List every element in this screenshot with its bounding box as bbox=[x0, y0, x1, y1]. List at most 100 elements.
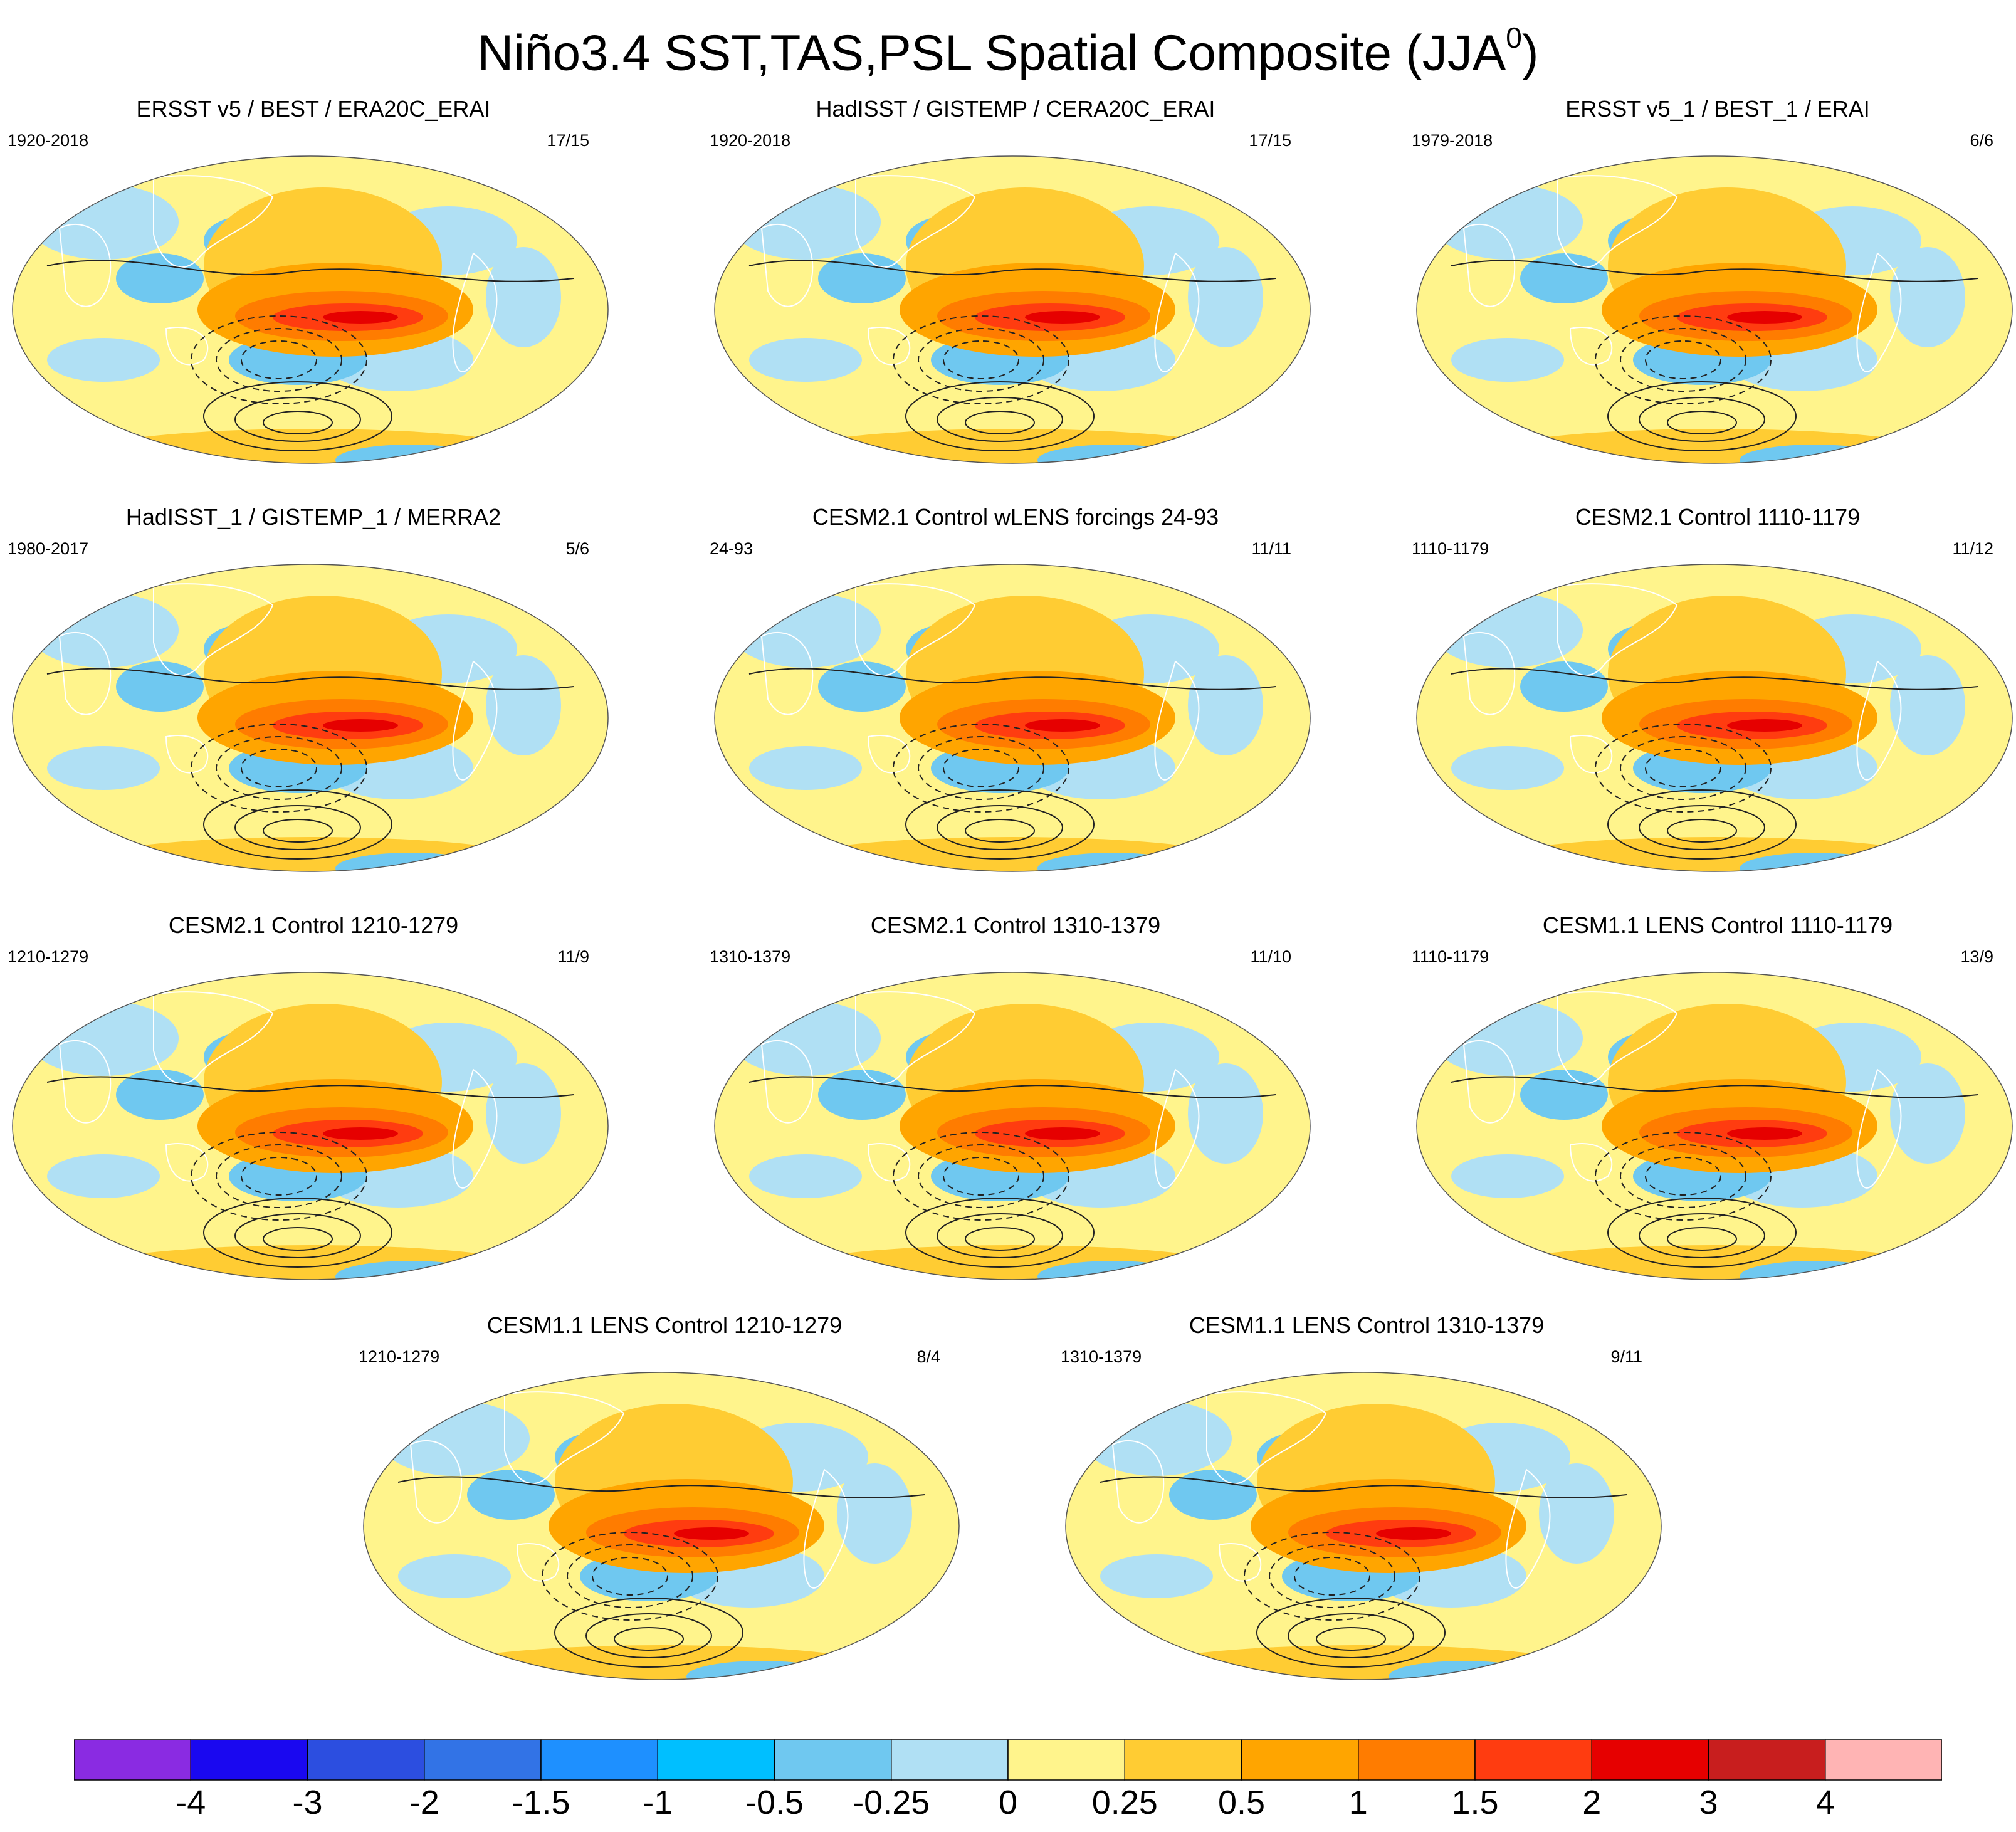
coastline bbox=[409, 1440, 463, 1524]
coastline bbox=[1154, 660, 1200, 781]
coastline bbox=[760, 631, 814, 715]
psl-contour-positive bbox=[1256, 1598, 1446, 1668]
map-panel: CESM1.1 LENS Control 1110-1179 1110-1179 1… bbox=[1404, 912, 2016, 1313]
panel-count: 8/4 bbox=[916, 1347, 940, 1366]
cool-anomaly-patch bbox=[1451, 338, 1564, 382]
psl-contour-negative bbox=[943, 340, 1019, 379]
panel-title: CESM1.1 LENS Control 1210-1279 bbox=[486, 1312, 843, 1338]
psl-contour-positive bbox=[1639, 397, 1765, 442]
map-panel: CESM2.1 Control 1310-1379 1310-1379 11/10 bbox=[702, 912, 1329, 1313]
cool-anomaly-patch bbox=[1169, 1470, 1257, 1520]
warm-anomaly-patch bbox=[774, 837, 1251, 871]
psl-contour-positive bbox=[203, 1198, 392, 1268]
warm-anomaly-patch bbox=[1727, 719, 1802, 732]
psl-contour-positive bbox=[937, 397, 1063, 442]
psl-contour-zero bbox=[46, 260, 574, 282]
psl-contour-negative bbox=[567, 1544, 693, 1608]
psl-contour-negative bbox=[918, 736, 1044, 800]
colorbar-tick-label: -2 bbox=[409, 1784, 439, 1821]
map-panel: HadISST_1 / GISTEMP_1 / MERRA2 1980-2017 5… bbox=[0, 503, 627, 905]
panel-title: CESM1.1 LENS Control 1110-1179 bbox=[1542, 912, 1893, 938]
colorbar-tick-label: 1.5 bbox=[1451, 1784, 1499, 1821]
cool-anomaly-patch bbox=[1432, 592, 1583, 668]
psl-contour-negative bbox=[241, 340, 317, 379]
psl-contour-negative bbox=[1244, 1532, 1420, 1621]
panel-years: 1110-1179 bbox=[1412, 947, 1489, 966]
warm-anomaly-patch bbox=[72, 429, 549, 463]
panel-years: 1920-2018 bbox=[710, 131, 791, 150]
colorbar-tick-label: -0.5 bbox=[745, 1784, 804, 1821]
colorbar-tick-label: 0.25 bbox=[1091, 1784, 1158, 1821]
panel-count: 11/11 bbox=[1251, 539, 1291, 558]
panel-years: 1920-2018 bbox=[8, 131, 89, 150]
global-map bbox=[12, 564, 609, 872]
colorbar-swatch bbox=[540, 1739, 658, 1781]
coastline bbox=[1569, 735, 1613, 774]
cool-anomaly-patch bbox=[379, 1401, 530, 1476]
psl-contour-positive bbox=[1288, 1613, 1414, 1658]
map-border bbox=[12, 155, 609, 464]
coastline bbox=[867, 327, 911, 366]
cool-anomaly-patch bbox=[1520, 253, 1608, 303]
psl-contour-positive bbox=[234, 397, 361, 442]
cool-anomaly-patch bbox=[1100, 1554, 1213, 1598]
coastline bbox=[165, 1143, 209, 1182]
global-map bbox=[12, 155, 609, 464]
colorbar-labels: -4 -3 -2 -1.5 -1 -0.5 -0.25 0 0.25 0.5 1 1.5 2 3 4 bbox=[0, 1782, 2016, 1826]
warm-anomaly-patch bbox=[1376, 1527, 1451, 1540]
psl-contour-positive bbox=[1639, 805, 1765, 850]
coastline bbox=[504, 1391, 625, 1485]
psl-contour-positive bbox=[1607, 789, 1797, 860]
psl-contour-zero bbox=[1100, 1476, 1627, 1498]
coastline bbox=[58, 223, 112, 307]
cool-anomaly-patch bbox=[28, 592, 179, 668]
psl-contour-positive bbox=[234, 805, 361, 850]
cool-anomaly-patch bbox=[398, 1554, 511, 1598]
psl-contour-positive bbox=[263, 411, 333, 434]
psl-contour-positive bbox=[905, 789, 1095, 860]
map-border bbox=[714, 155, 1311, 464]
colorbar-swatch bbox=[424, 1739, 542, 1781]
colorbar-tick-label: 1 bbox=[1348, 1784, 1368, 1821]
map-panel: CESM2.1 Control wLENS forcings 24-93 24-9… bbox=[702, 503, 1329, 905]
psl-contour-zero bbox=[748, 668, 1276, 690]
psl-contour-zero bbox=[748, 260, 1276, 282]
global-map bbox=[1065, 1372, 1662, 1680]
cool-anomaly-patch bbox=[1432, 1001, 1583, 1076]
colorbar-swatch bbox=[1825, 1739, 1942, 1781]
psl-contour-positive bbox=[965, 411, 1035, 434]
colorbar-swatch bbox=[657, 1739, 775, 1781]
coastline bbox=[1856, 660, 1902, 781]
panel-count: 11/9 bbox=[557, 947, 589, 966]
warm-anomaly-patch bbox=[1025, 1127, 1100, 1140]
global-map bbox=[714, 155, 1311, 464]
colorbar-swatch bbox=[1358, 1739, 1476, 1781]
colorbar-swatch bbox=[1241, 1739, 1359, 1781]
warm-anomaly-patch bbox=[323, 311, 398, 324]
cool-anomaly-patch bbox=[818, 253, 906, 303]
psl-contour-negative bbox=[918, 1144, 1044, 1208]
psl-contour-zero bbox=[46, 1076, 574, 1098]
cool-anomaly-patch bbox=[1539, 1463, 1614, 1564]
global-map bbox=[363, 1372, 960, 1680]
map-border bbox=[1416, 155, 2013, 464]
cool-anomaly-patch bbox=[47, 338, 160, 382]
map-border bbox=[714, 564, 1311, 872]
coastline bbox=[855, 175, 976, 268]
psl-contour-positive bbox=[1639, 1213, 1765, 1258]
psl-contour-positive bbox=[614, 1627, 684, 1651]
panel-years: 1210-1279 bbox=[359, 1347, 440, 1366]
global-map bbox=[1416, 564, 2013, 872]
coastline bbox=[803, 1468, 849, 1589]
psl-contour-negative bbox=[893, 315, 1069, 404]
colorbar-swatch bbox=[307, 1739, 425, 1781]
psl-contour-positive bbox=[203, 381, 392, 451]
psl-contour-positive bbox=[1607, 381, 1797, 451]
cool-anomaly-patch bbox=[116, 253, 204, 303]
psl-contour-negative bbox=[1269, 1544, 1395, 1608]
coastline bbox=[1569, 1143, 1613, 1182]
map-border bbox=[1416, 972, 2013, 1280]
panel-years: 1980-2017 bbox=[8, 539, 89, 558]
psl-contour-zero bbox=[1451, 1076, 1978, 1098]
map-border bbox=[1416, 564, 2013, 872]
